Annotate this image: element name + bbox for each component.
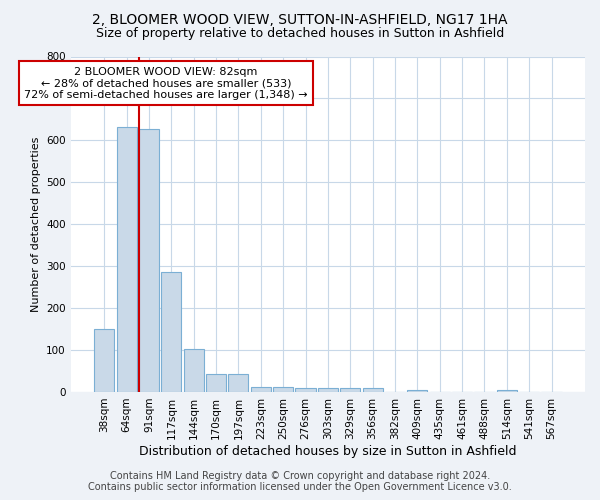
Bar — [497, 390, 517, 392]
Bar — [273, 387, 293, 392]
Y-axis label: Number of detached properties: Number of detached properties — [31, 136, 41, 312]
Bar — [161, 272, 181, 392]
Bar — [295, 388, 316, 392]
Bar — [407, 390, 427, 392]
Bar — [318, 388, 338, 392]
Bar — [340, 388, 361, 392]
Bar — [362, 388, 383, 392]
Text: 2 BLOOMER WOOD VIEW: 82sqm
← 28% of detached houses are smaller (533)
72% of sem: 2 BLOOMER WOOD VIEW: 82sqm ← 28% of deta… — [24, 66, 308, 100]
Bar — [116, 126, 137, 392]
Bar — [184, 349, 204, 392]
Bar — [206, 374, 226, 392]
Bar — [229, 374, 248, 392]
Text: Size of property relative to detached houses in Sutton in Ashfield: Size of property relative to detached ho… — [96, 28, 504, 40]
Text: Contains HM Land Registry data © Crown copyright and database right 2024.
Contai: Contains HM Land Registry data © Crown c… — [88, 471, 512, 492]
Bar — [94, 329, 114, 392]
X-axis label: Distribution of detached houses by size in Sutton in Ashfield: Distribution of detached houses by size … — [139, 444, 517, 458]
Text: 2, BLOOMER WOOD VIEW, SUTTON-IN-ASHFIELD, NG17 1HA: 2, BLOOMER WOOD VIEW, SUTTON-IN-ASHFIELD… — [92, 12, 508, 26]
Bar — [139, 129, 159, 392]
Bar — [251, 386, 271, 392]
